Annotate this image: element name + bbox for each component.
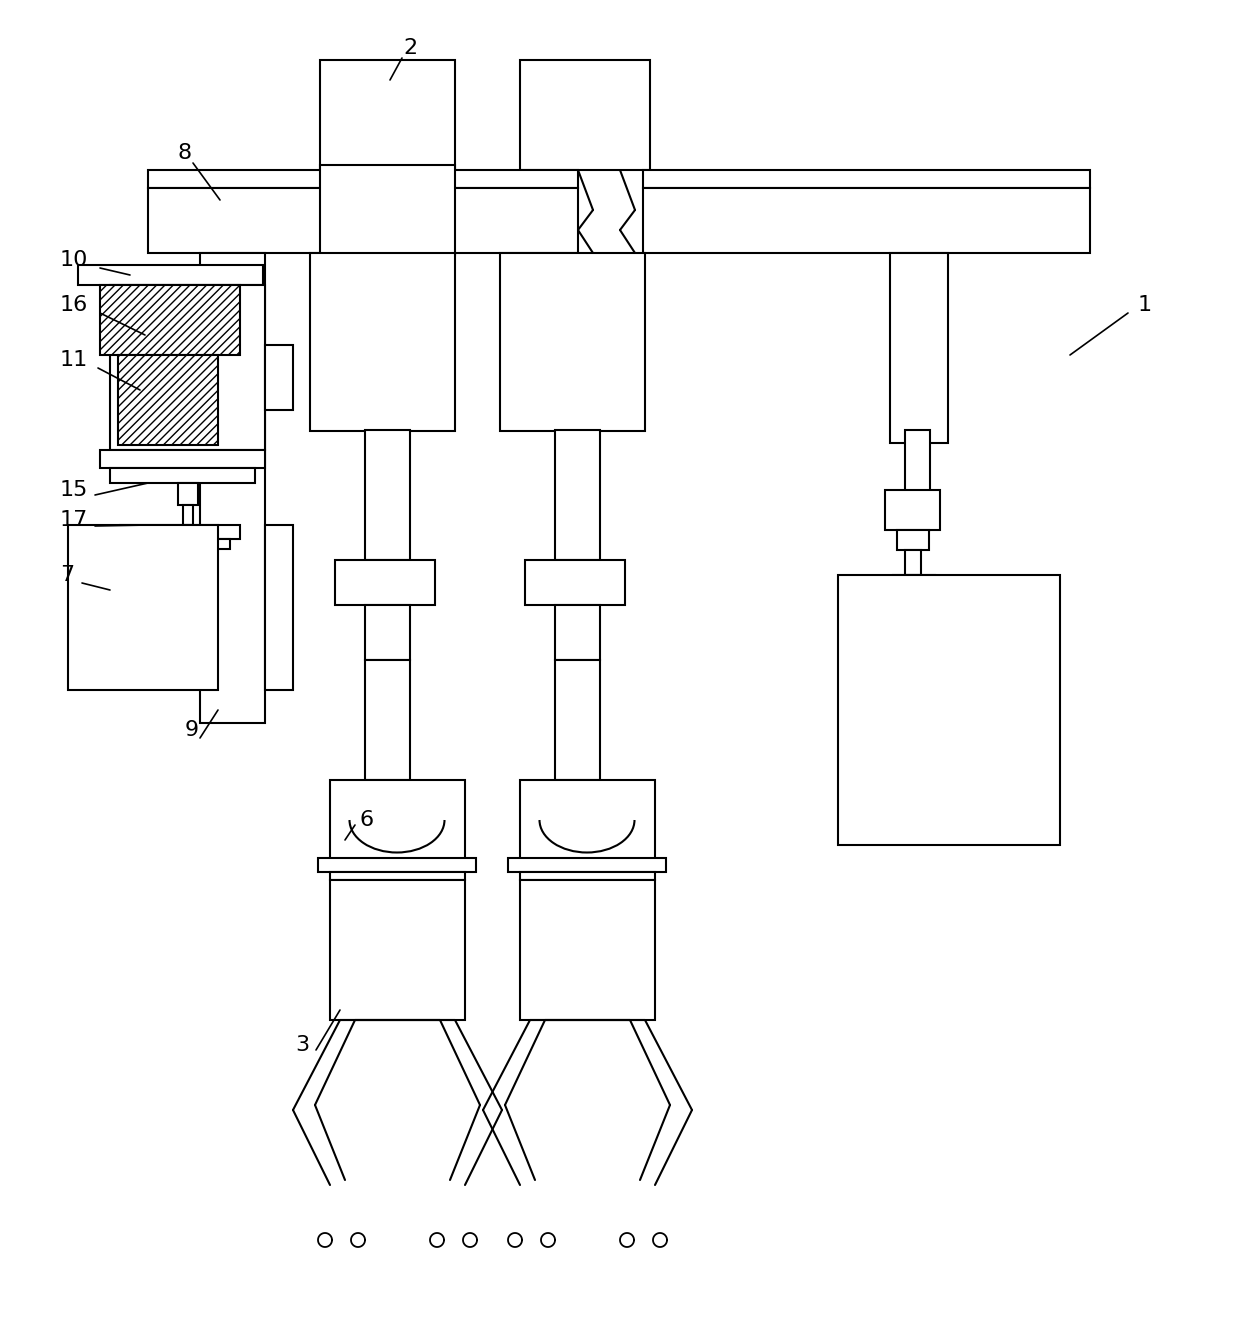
Bar <box>905 550 921 575</box>
Bar <box>335 560 435 605</box>
Bar <box>330 780 465 861</box>
Bar <box>520 880 655 1020</box>
Bar <box>365 430 410 560</box>
Text: 1: 1 <box>1138 294 1152 316</box>
Bar <box>200 253 265 723</box>
Bar <box>320 60 455 170</box>
Bar <box>179 483 198 505</box>
Bar <box>897 530 929 550</box>
Text: 3: 3 <box>295 1036 309 1055</box>
Bar <box>556 430 600 560</box>
Bar <box>148 188 578 253</box>
Bar <box>885 491 940 530</box>
Bar <box>556 660 600 780</box>
Bar <box>317 858 476 873</box>
Bar <box>644 170 1090 188</box>
Bar <box>310 253 455 431</box>
Bar <box>100 285 241 355</box>
Text: 11: 11 <box>60 350 88 370</box>
Text: 16: 16 <box>60 294 88 316</box>
Bar <box>330 873 465 880</box>
Bar <box>265 345 293 410</box>
Bar <box>500 253 645 431</box>
Text: 7: 7 <box>60 565 74 585</box>
Bar <box>365 660 410 780</box>
Bar <box>556 605 600 660</box>
Bar <box>148 170 578 188</box>
Bar <box>644 188 1090 253</box>
Text: 6: 6 <box>360 810 374 830</box>
Text: 10: 10 <box>60 251 88 271</box>
Bar <box>330 880 465 1020</box>
Bar <box>120 525 241 538</box>
Bar <box>100 450 265 468</box>
Bar <box>890 253 949 443</box>
Bar <box>838 575 1060 845</box>
Bar <box>110 468 255 483</box>
Bar <box>520 780 655 861</box>
Text: 2: 2 <box>403 38 417 58</box>
Bar <box>520 60 650 170</box>
Bar <box>320 164 455 255</box>
Bar <box>68 525 218 690</box>
Bar <box>520 873 655 880</box>
Bar <box>893 575 935 590</box>
Bar <box>365 605 410 660</box>
Bar <box>118 355 218 446</box>
Text: 17: 17 <box>60 511 88 530</box>
Text: 15: 15 <box>60 480 88 500</box>
Bar <box>184 505 193 525</box>
Text: 8: 8 <box>177 143 192 163</box>
Bar <box>110 285 265 450</box>
Bar <box>78 265 263 285</box>
Bar <box>525 560 625 605</box>
Bar <box>508 858 666 873</box>
Text: 9: 9 <box>185 720 200 740</box>
Bar <box>130 538 229 549</box>
Bar <box>265 525 293 690</box>
Bar <box>905 430 930 530</box>
